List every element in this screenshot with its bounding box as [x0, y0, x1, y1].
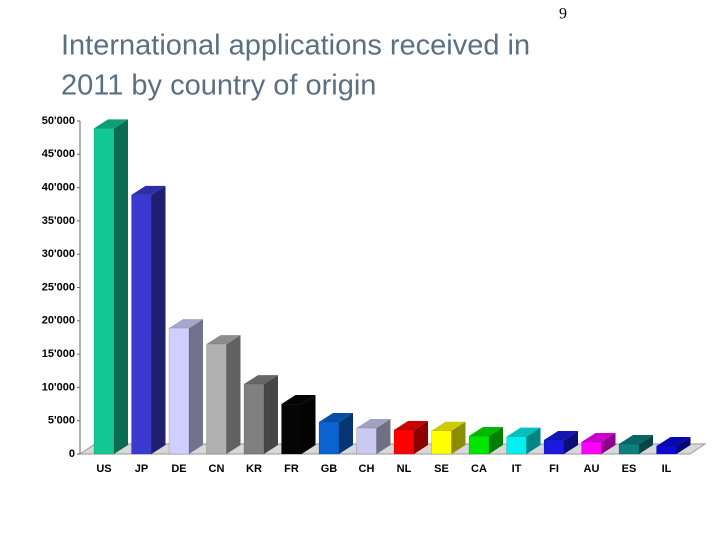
bar-side [601, 433, 616, 454]
x-tick-label: US [96, 463, 111, 475]
x-tick-label: FR [284, 463, 299, 475]
bar [318, 421, 340, 455]
bar-top [394, 421, 428, 431]
bar-top [469, 427, 503, 437]
bar-top [169, 319, 203, 329]
x-tick-label: CH [359, 463, 375, 475]
bar-side [264, 375, 278, 454]
bar [93, 128, 115, 455]
bar [618, 443, 640, 455]
bar [468, 435, 490, 455]
bar-top [206, 335, 241, 345]
bar-side [226, 335, 241, 454]
bar [431, 430, 452, 455]
x-tick-label: DE [171, 463, 186, 475]
bar-side [151, 185, 166, 454]
bar [581, 441, 602, 455]
bar-top [244, 375, 278, 385]
x-tick-label: NL [397, 463, 412, 475]
bar [131, 194, 152, 455]
bar-top [544, 431, 578, 441]
y-tick-label: 30'000 [42, 248, 75, 260]
bar-top [356, 419, 391, 429]
x-tick-label: CN [209, 463, 225, 475]
x-tick-label: CA [471, 463, 487, 475]
bar-side [414, 421, 428, 454]
bar-side [639, 435, 653, 454]
chart-title: International applications received in [61, 30, 530, 62]
bar-side [451, 421, 466, 454]
x-tick-label: IL [662, 463, 672, 475]
x-tick-label: AU [584, 463, 600, 475]
x-tick-label: SE [434, 463, 449, 475]
bar [506, 436, 527, 455]
x-tick-label: FI [549, 463, 559, 475]
bar-side [339, 413, 353, 454]
bar-side [189, 319, 203, 454]
y-tick-label: 20'000 [42, 315, 75, 327]
bar-top [506, 427, 541, 437]
y-tick-label: 35'000 [42, 215, 75, 227]
y-tick-label: 10'000 [42, 381, 75, 393]
x-tick-label: KR [246, 463, 262, 475]
bar [543, 439, 565, 455]
bar [656, 445, 677, 455]
bar [393, 429, 415, 455]
y-tick-label: 40'000 [42, 182, 75, 194]
bar-side [526, 427, 541, 454]
bar [281, 403, 302, 455]
bar-top [281, 395, 316, 405]
bar-side [564, 431, 578, 454]
x-tick-label: IT [512, 463, 522, 475]
y-tick-label: 0 [69, 448, 75, 460]
y-tick-label: 45'000 [42, 148, 75, 160]
bar-top [131, 185, 166, 195]
bar-top [619, 435, 653, 445]
bar-top [581, 433, 616, 443]
bar-top [431, 421, 466, 431]
x-tick-label: GB [321, 463, 338, 475]
bar-top [94, 119, 128, 129]
page-number: 9 [559, 6, 567, 23]
y-tick-label: 15'000 [42, 348, 75, 360]
bar [243, 383, 265, 455]
x-tick-label: ES [622, 463, 637, 475]
x-tick-label: JP [135, 463, 148, 475]
bar [356, 427, 377, 455]
bar-top [656, 437, 691, 447]
bar-side [301, 395, 316, 454]
bar-side [676, 437, 691, 454]
bar [168, 327, 190, 455]
bar-side [114, 119, 128, 455]
bar [206, 343, 227, 455]
bar-top [319, 413, 353, 423]
y-tick-label: 5'000 [48, 415, 75, 427]
y-tick-label: 25'000 [42, 281, 75, 293]
y-tick-label: 50'000 [42, 115, 75, 127]
bar-side [489, 427, 503, 454]
chart-title: 2011 by country of origin [61, 70, 376, 102]
bar-side [376, 419, 391, 454]
